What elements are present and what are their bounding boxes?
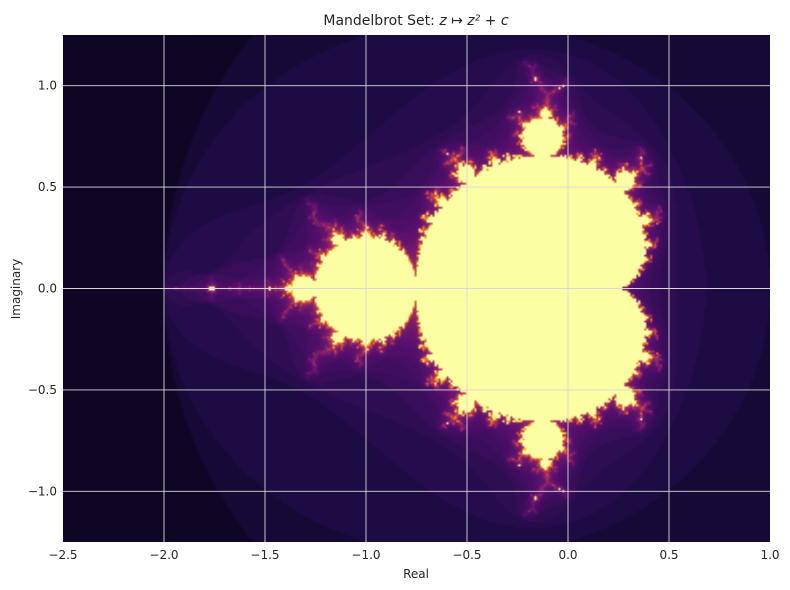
x-tick-label: −1.5: [250, 548, 279, 562]
x-axis-label: Real: [403, 567, 429, 581]
y-tick-label: 0.5: [38, 180, 57, 194]
x-tick-label: −1.0: [351, 548, 380, 562]
x-tick-label: 0.5: [659, 548, 678, 562]
x-axis-ticks: −2.5 −2.0 −1.5 −1.0 −0.5 0.0 0.5 1.0: [48, 548, 779, 562]
x-tick-label: −2.5: [48, 548, 77, 562]
y-axis-label: Imaginary: [9, 259, 23, 320]
y-tick-label: 1.0: [38, 79, 57, 93]
y-tick-label: −0.5: [28, 383, 57, 397]
grid-lines: [63, 35, 770, 542]
y-tick-label: 0.0: [38, 282, 57, 296]
x-tick-label: −0.5: [452, 548, 481, 562]
x-tick-label: −2.0: [149, 548, 178, 562]
chart-title: Mandelbrot Set: z ↦ z² + c: [323, 13, 508, 29]
chart-title-prefix: Mandelbrot Set:: [323, 13, 439, 29]
x-tick-label: 0.0: [558, 548, 577, 562]
plot-area: [63, 35, 770, 542]
y-tick-label: −1.0: [28, 484, 57, 498]
y-axis-ticks: 1.0 0.5 0.0 −0.5 −1.0: [28, 79, 57, 499]
chart-title-formula: z ↦ z² + c: [438, 13, 509, 29]
x-tick-label: 1.0: [760, 548, 779, 562]
